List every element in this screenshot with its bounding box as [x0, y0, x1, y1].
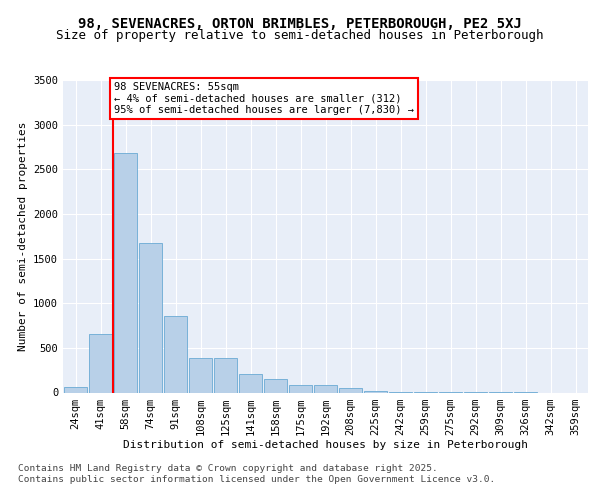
Bar	[239, 374, 262, 392]
Bar	[314, 386, 337, 392]
Text: 98, SEVENACRES, ORTON BRIMBLES, PETERBOROUGH, PE2 5XJ: 98, SEVENACRES, ORTON BRIMBLES, PETERBOR…	[78, 18, 522, 32]
Bar	[214, 358, 237, 392]
Text: Size of property relative to semi-detached houses in Peterborough: Size of property relative to semi-detach…	[56, 29, 544, 42]
Bar	[64, 386, 87, 392]
Text: 98 SEVENACRES: 55sqm
← 4% of semi-detached houses are smaller (312)
95% of semi-: 98 SEVENACRES: 55sqm ← 4% of semi-detach…	[114, 82, 414, 115]
Bar	[339, 388, 362, 392]
Bar	[189, 358, 212, 392]
Y-axis label: Number of semi-detached properties: Number of semi-detached properties	[17, 122, 28, 351]
Text: Contains HM Land Registry data © Crown copyright and database right 2025.: Contains HM Land Registry data © Crown c…	[18, 464, 438, 473]
X-axis label: Distribution of semi-detached houses by size in Peterborough: Distribution of semi-detached houses by …	[123, 440, 528, 450]
Bar	[139, 242, 162, 392]
Bar	[114, 153, 137, 392]
Bar	[364, 390, 387, 392]
Bar	[164, 316, 187, 392]
Bar	[264, 379, 287, 392]
Bar	[289, 385, 312, 392]
Text: Contains public sector information licensed under the Open Government Licence v3: Contains public sector information licen…	[18, 475, 495, 484]
Bar	[89, 334, 112, 392]
